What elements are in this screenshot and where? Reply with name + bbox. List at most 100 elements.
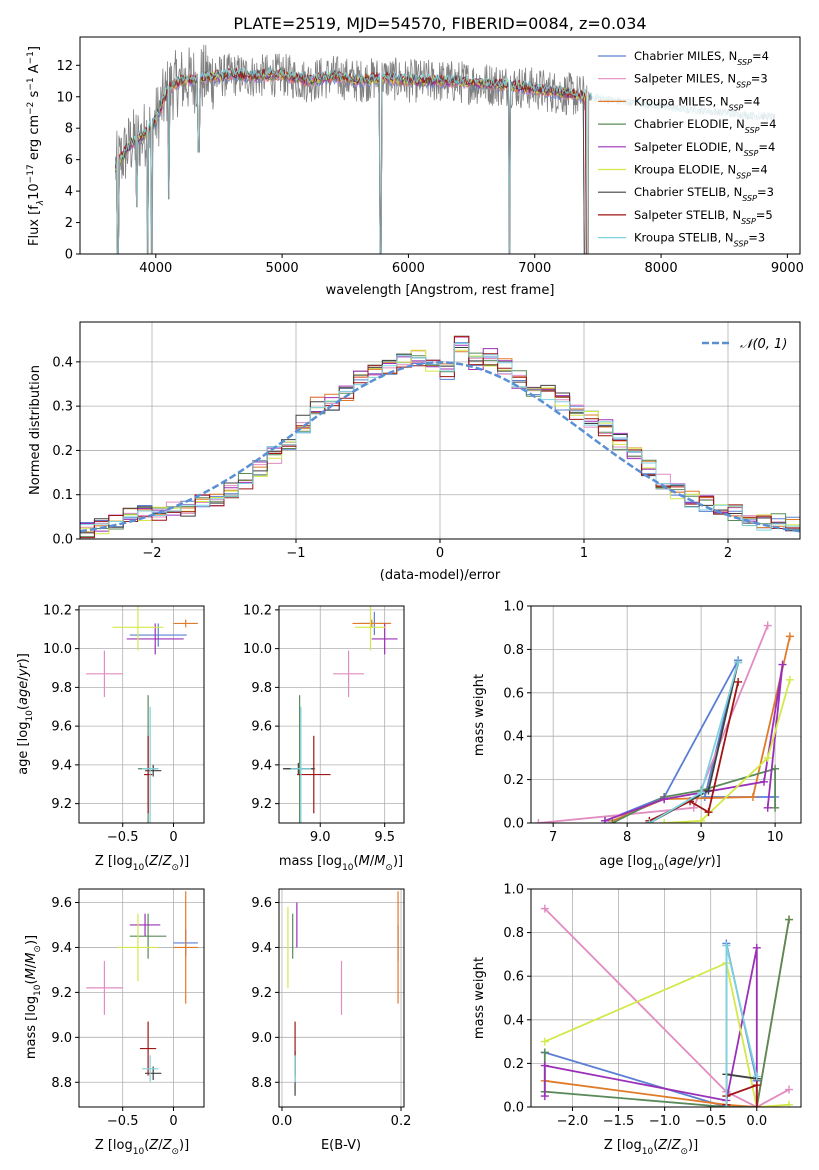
normal-legend-label: 𝒩(0, 1) bbox=[740, 337, 787, 352]
weight-vs-age-ylabel: mass weight bbox=[472, 674, 487, 756]
g-wZ-area bbox=[531, 888, 801, 1108]
error-point bbox=[142, 1055, 159, 1083]
weight-vs-age-plot: 7 8 9 10 0.0 0.2 0.4 0.6 0.8 1.0 bbox=[503, 600, 802, 845]
y-tick-label: 1.0 bbox=[503, 600, 524, 615]
weight-marker bbox=[785, 1085, 794, 1094]
x-tick-label: 9.5 bbox=[374, 830, 395, 845]
y-tick-label: 8.8 bbox=[251, 1076, 272, 1091]
age-vs-Z-plot: −0.5 0 9.2 9.4 9.6 9.8 10.0 10.2 bbox=[43, 603, 205, 845]
y-tick-label: 2 bbox=[65, 216, 73, 231]
plot-frame bbox=[79, 36, 801, 255]
y-tick-label: 10.0 bbox=[43, 642, 72, 657]
error-point bbox=[139, 1021, 157, 1076]
y-tick-label: 4 bbox=[65, 185, 73, 200]
spectrum-plot: 4000 5000 6000 7000 8000 9000 0 2 4 6 8 10 12 bbox=[56, 36, 804, 276]
mass-vs-Z-plot: −0.5 0 8.8 9.0 9.2 9.4 9.6 bbox=[51, 888, 205, 1129]
g-ageZ-area bbox=[79, 606, 204, 823]
x-tick-label: 8000 bbox=[645, 261, 678, 276]
error-point bbox=[86, 650, 123, 698]
figure-title: PLATE=2519, MJD=54570, FIBERID=0084, z=0… bbox=[233, 14, 646, 33]
weight-marker bbox=[778, 660, 787, 669]
model-spectrum-8 bbox=[114, 67, 588, 254]
weight-marker bbox=[722, 941, 731, 950]
x-tick-label: 0.2 bbox=[391, 1114, 412, 1129]
plot-content bbox=[534, 621, 794, 823]
g-massE-area bbox=[279, 889, 404, 1107]
x-tick-label: −1.5 bbox=[603, 1114, 635, 1129]
histogram-step-8 bbox=[80, 343, 800, 539]
y-tick-label: 9.6 bbox=[51, 896, 72, 911]
y-tick-label: 0.2 bbox=[52, 444, 73, 459]
y-tick-label: 1.0 bbox=[503, 883, 524, 898]
mass-vs-Z-ylabel: mass [log10(M/M⊙)] bbox=[24, 935, 43, 1059]
y-tick-label: 9.4 bbox=[51, 941, 72, 956]
x-tick-label: 10 bbox=[767, 830, 784, 845]
weight-marker bbox=[608, 819, 617, 823]
x-tick-label: 9000 bbox=[771, 261, 804, 276]
plot-frame bbox=[78, 888, 205, 1108]
weight-marker bbox=[734, 677, 743, 686]
weight-marker bbox=[540, 904, 549, 913]
y-tick-label: 9.8 bbox=[251, 681, 272, 696]
x-tick-label: 2 bbox=[724, 546, 732, 561]
y-tick-label: 0.6 bbox=[503, 686, 524, 701]
y-tick-label: 9.0 bbox=[51, 1031, 72, 1046]
y-tick-label: 9.2 bbox=[251, 797, 272, 812]
y-tick-label: 9.6 bbox=[51, 720, 72, 735]
model-spectrum-6 bbox=[114, 68, 586, 254]
x-tick-label: −2.0 bbox=[557, 1114, 589, 1129]
x-tick-label: 0.0 bbox=[746, 1114, 767, 1129]
legend-label: Chabrier ELODIE, NSSP=4 bbox=[634, 117, 776, 135]
x-tick-label: −0.5 bbox=[107, 830, 139, 845]
y-tick-label: 10.2 bbox=[243, 603, 272, 618]
plot-content bbox=[282, 606, 398, 823]
weight-marker bbox=[771, 803, 780, 812]
weight-marker bbox=[600, 816, 609, 823]
y-tick-label: 8.8 bbox=[51, 1076, 72, 1091]
legend-label: Salpeter ELODIE, NSSP=4 bbox=[634, 140, 775, 158]
mass-vs-EBV-plot: 0.0 0.2 8.8 9.0 9.2 9.4 9.6 bbox=[251, 888, 412, 1129]
y-tick-label: 0 bbox=[65, 248, 73, 263]
mass-vs-EBV-xlabel: E(B-V) bbox=[321, 1138, 361, 1153]
y-tick-label: 9.4 bbox=[51, 758, 72, 773]
y-tick-label: 0.1 bbox=[52, 488, 73, 503]
y-tick-label: 10 bbox=[56, 90, 73, 105]
weight-marker bbox=[785, 632, 794, 641]
weight-vs-Z-ylabel: mass weight bbox=[472, 957, 487, 1039]
error-point bbox=[371, 623, 398, 655]
weight-marker bbox=[704, 786, 713, 795]
weight-marker bbox=[534, 819, 543, 823]
y-tick-label: 9.0 bbox=[251, 1031, 272, 1046]
y-tick-label: 9.2 bbox=[51, 986, 72, 1001]
weight-marker bbox=[660, 819, 669, 823]
error-point bbox=[142, 706, 159, 823]
legend-label: Kroupa MILES, NSSP=4 bbox=[634, 94, 760, 112]
weight-marker bbox=[700, 792, 709, 801]
y-tick-label: 0.0 bbox=[503, 1101, 524, 1116]
residual-plot: −2 −1 0 1 2 0.0 0.1 0.2 0.3 0.4 bbox=[52, 321, 801, 561]
x-tick-label: −1 bbox=[286, 546, 305, 561]
weight-marker bbox=[704, 808, 713, 817]
legend-label: Chabrier MILES, NSSP=4 bbox=[634, 49, 769, 67]
legend-label: Salpeter STELIB, NSSP=5 bbox=[634, 208, 773, 226]
spectrum-ylabel: Flux [fλ10−17 erg cm−2 s−1 A−1] bbox=[26, 46, 46, 246]
plot-content bbox=[287, 891, 399, 1096]
y-tick-label: 0.8 bbox=[503, 926, 524, 941]
plot-content bbox=[80, 335, 800, 539]
plot-frame bbox=[78, 605, 205, 824]
model-spectrum-0 bbox=[114, 72, 586, 254]
x-tick-label: 1 bbox=[580, 546, 588, 561]
weight-marker bbox=[763, 621, 772, 630]
y-tick-label: 6 bbox=[65, 153, 73, 168]
x-tick-label: 7 bbox=[549, 830, 557, 845]
x-tick-label: −1.0 bbox=[649, 1114, 681, 1129]
age-vs-mass-plot: 9.0 9.5 9.2 9.4 9.6 9.8 10.0 10.2 bbox=[243, 603, 405, 845]
error-point bbox=[352, 619, 392, 628]
x-tick-label: 6000 bbox=[392, 261, 425, 276]
error-point bbox=[129, 913, 167, 959]
y-tick-label: 0.2 bbox=[503, 1057, 524, 1072]
plot-frame bbox=[278, 888, 405, 1108]
plot-content bbox=[86, 891, 198, 1083]
weight-marker bbox=[785, 915, 794, 924]
